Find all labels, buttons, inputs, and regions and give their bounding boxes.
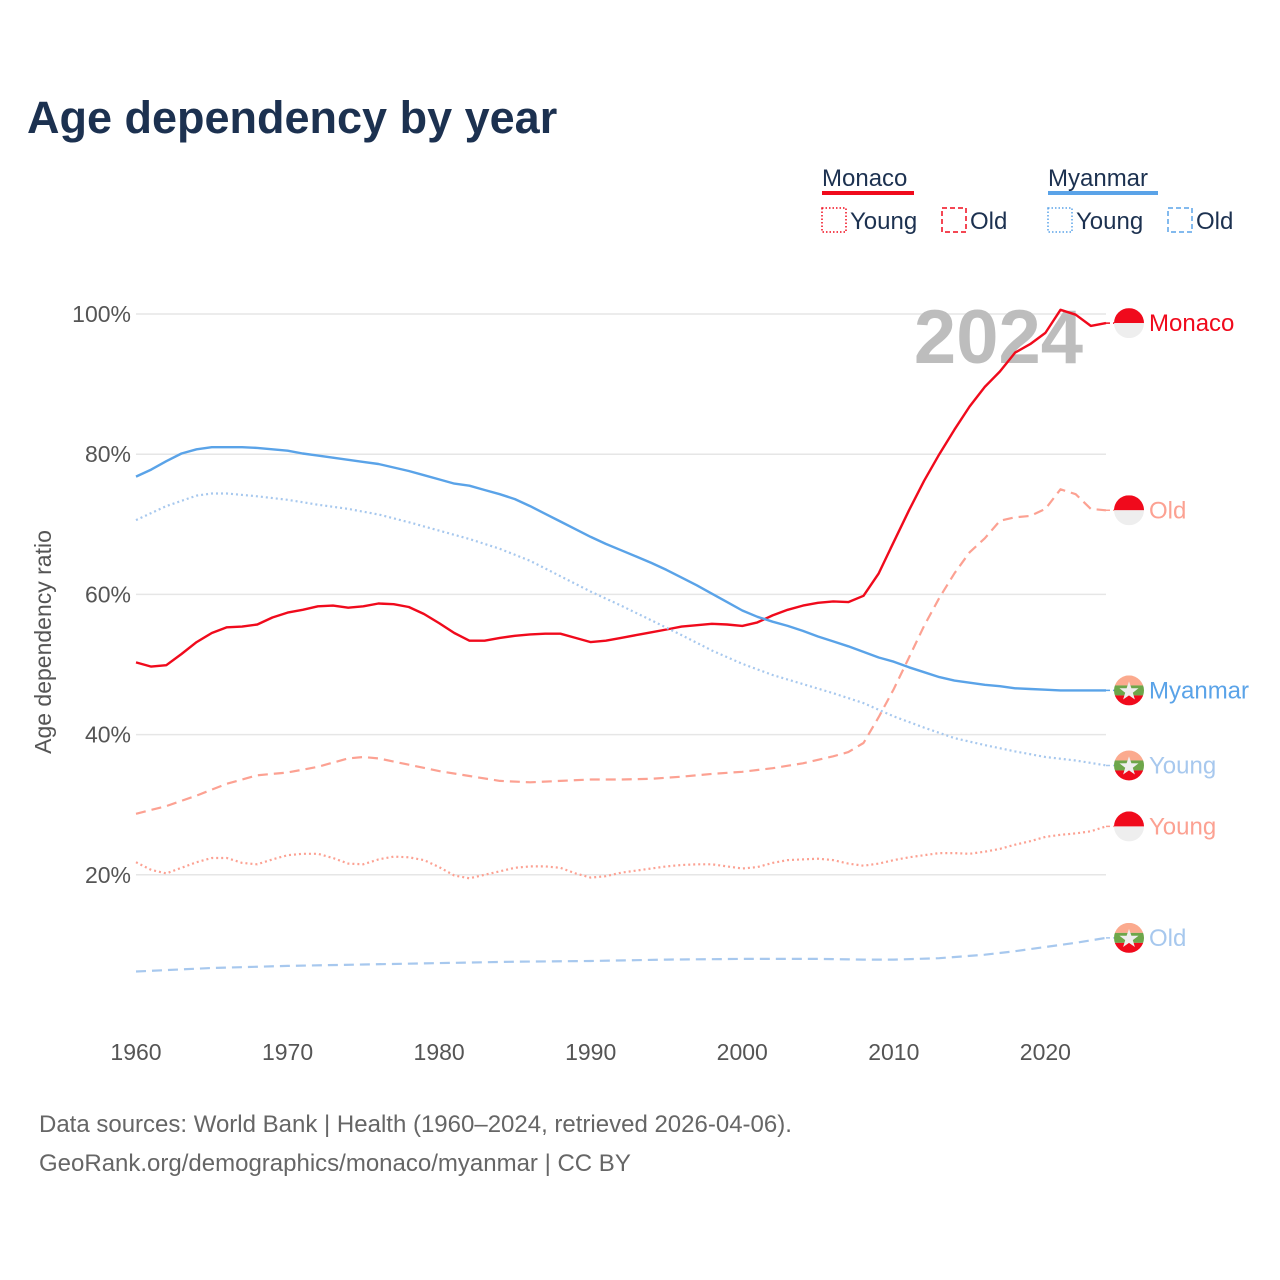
end-label: Myanmar (1149, 677, 1249, 704)
series-line-monaco (135, 308, 1107, 668)
myanmar-flag-icon (1114, 750, 1144, 781)
legend-item-young: Young (1076, 208, 1143, 235)
y-tick-label: 100% (72, 301, 131, 327)
end-label: Young (1149, 813, 1216, 840)
legend-swatch-old (941, 207, 967, 233)
x-tick-label: 1990 (565, 1039, 616, 1065)
series-line-myanmar-old (135, 936, 1107, 973)
x-tick-label: 2020 (1020, 1039, 1071, 1065)
monaco-flag-icon (1114, 308, 1144, 339)
y-tick-label: 60% (85, 581, 131, 607)
x-tick-label: 2000 (717, 1039, 768, 1065)
chart-title: Age dependency by year (27, 92, 557, 143)
series-line-monaco-old (135, 488, 1107, 815)
monaco-flag-icon (1114, 811, 1144, 842)
x-tick-label: 1980 (414, 1039, 465, 1065)
flag-stripe (1114, 811, 1144, 827)
flag-stripe (1114, 942, 1144, 953)
end-label: Monaco (1149, 310, 1234, 337)
flag-stripe (1114, 495, 1144, 511)
year-watermark: 2024 (914, 295, 1083, 380)
legend-country-monaco: Monaco (822, 165, 907, 192)
y-tick-label: 20% (85, 862, 131, 888)
flag-stripe (1114, 308, 1144, 324)
monaco-flag-icon (1114, 495, 1144, 526)
myanmar-flag-icon (1114, 675, 1144, 706)
legend-item-old: Old (1196, 208, 1233, 235)
flag-stripe (1114, 826, 1144, 842)
legend-country-myanmar: Myanmar (1048, 165, 1148, 192)
series-line-monaco-young (135, 825, 1107, 880)
y-axis-label: Age dependency ratio (30, 530, 56, 754)
flag-stripe (1114, 770, 1144, 781)
flag-stripe (1114, 675, 1144, 686)
legend-swatch-young (821, 207, 847, 233)
star-icon (1119, 928, 1139, 947)
flag-stripe (1114, 323, 1144, 339)
legend-swatch-old (1167, 207, 1193, 233)
myanmar-flag-icon (1114, 922, 1144, 953)
flag-stripe (1114, 695, 1144, 706)
x-tick-label: 2010 (868, 1039, 919, 1065)
legend-item-young: Young (850, 208, 917, 235)
star-icon (1119, 756, 1139, 775)
series-line-myanmar-young (135, 492, 1107, 767)
flag-stripe (1114, 750, 1144, 761)
x-tick-label: 1960 (110, 1039, 161, 1065)
y-tick-label: 80% (85, 441, 131, 467)
legend-swatch-young (1047, 207, 1073, 233)
end-label: Old (1149, 497, 1186, 524)
legend: Monaco Young Old Myanmar Young Old (821, 165, 1233, 235)
end-label: Old (1149, 925, 1186, 952)
star-icon (1119, 681, 1139, 700)
grid: 20% 40% 60% 80% 100% 1960 1970 1980 1990 2000 2010… (72, 301, 1106, 1065)
y-tick-label: 40% (85, 722, 131, 748)
footer-url[interactable]: GeoRank.org/demographics/monaco/myanmar … (39, 1150, 631, 1177)
legend-item-old: Old (970, 208, 1007, 235)
series-line-myanmar (135, 446, 1106, 692)
end-label: Young (1149, 752, 1216, 779)
flag-stripe (1114, 922, 1144, 933)
series-lines (135, 308, 1107, 973)
x-tick-label: 1970 (262, 1039, 313, 1065)
end-labels: Monaco Old Young Myanmar Young Old (1106, 308, 1249, 953)
flag-stripe (1114, 510, 1144, 526)
footer-sources[interactable]: Data sources: World Bank | Health (1960–… (39, 1111, 792, 1138)
